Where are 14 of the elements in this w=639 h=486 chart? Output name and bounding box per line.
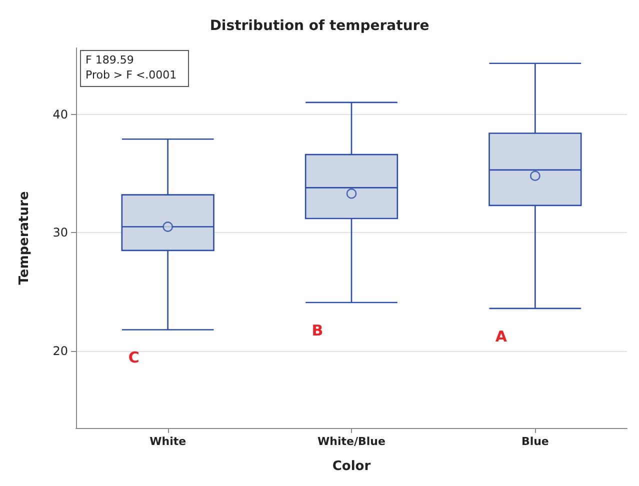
annotation: C	[128, 348, 140, 367]
y-tick-label: 20	[52, 344, 68, 358]
chart-title: Distribution of temperature	[210, 18, 430, 34]
annotation: F 189.59	[86, 54, 134, 66]
x-axis-title: Color	[332, 459, 372, 474]
y-tick-label: 30	[52, 226, 68, 240]
y-tick-label: 40	[52, 107, 68, 122]
annotation: B	[312, 322, 324, 340]
x-tick-label: White	[150, 435, 186, 448]
x-tick-label: Blue	[521, 435, 549, 448]
annotation: Prob > F <.0001	[86, 68, 177, 82]
annotation: A	[495, 327, 508, 346]
x-tick-label: White/Blue	[318, 435, 386, 448]
y-axis-title: Temperature	[17, 191, 32, 285]
